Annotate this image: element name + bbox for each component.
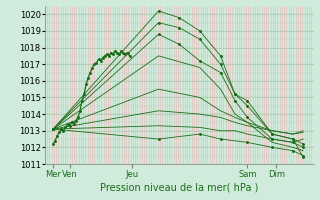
X-axis label: Pression niveau de la mer( hPa ): Pression niveau de la mer( hPa ) bbox=[100, 183, 258, 193]
